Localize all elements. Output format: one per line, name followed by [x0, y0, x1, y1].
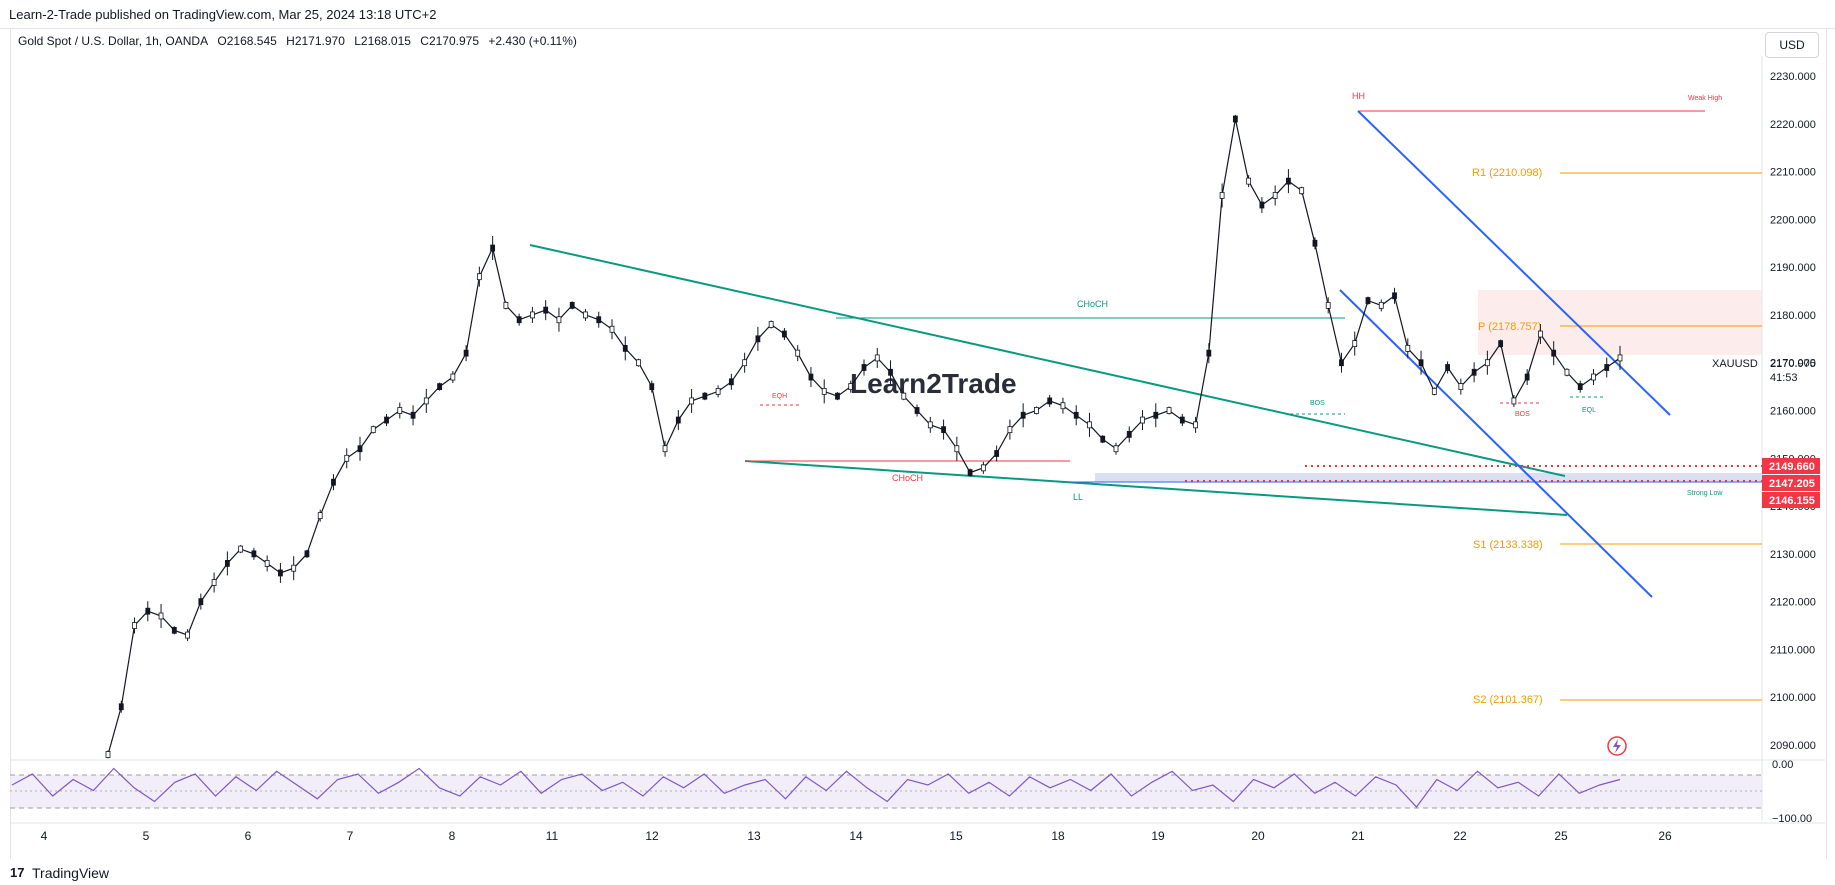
footer-brand[interactable]: TradingView: [32, 865, 110, 881]
symbol-legend: Gold Spot / U.S. Dollar, 1h, OANDA O2168…: [18, 34, 583, 48]
publish-bar: Learn-2-Trade published on TradingView.c…: [0, 0, 1835, 29]
legend-open: O2168.545: [217, 34, 277, 48]
legend-change: +2.430 (+0.11%): [488, 34, 577, 48]
legend-close: C2170.975: [420, 34, 480, 48]
legend-low: L2168.015: [354, 34, 411, 48]
published-text: Learn-2-Trade published on TradingView.c…: [9, 7, 437, 22]
currency-button[interactable]: USD: [1765, 32, 1819, 58]
chart-panel: [10, 28, 1827, 859]
legend-high: H2171.970: [286, 34, 345, 48]
tradingview-logo-icon[interactable]: 17: [10, 865, 25, 880]
legend-symbol[interactable]: Gold Spot / U.S. Dollar, 1h, OANDA: [18, 34, 209, 48]
footer-bar: 17 TradingView: [0, 859, 1835, 885]
